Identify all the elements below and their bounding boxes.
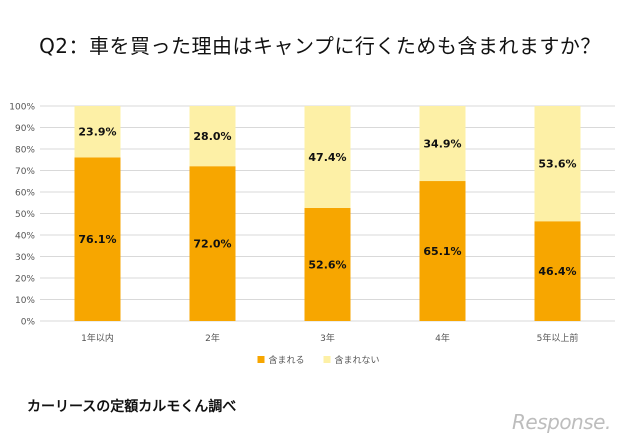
bar-segment	[534, 221, 581, 321]
bar-segment	[304, 106, 351, 208]
chart-title: Q2：車を買った理由はキャンプに行くためも含まれますか？	[39, 34, 601, 58]
legend-label: 含まれない	[335, 354, 380, 366]
data-label: 72.0%	[193, 238, 231, 251]
y-tick-label: 10%	[15, 296, 35, 306]
y-tick-label: 90%	[15, 124, 35, 134]
x-tick-label: 4年	[435, 332, 450, 344]
legend-swatch	[323, 356, 331, 363]
y-tick-label: 100%	[9, 103, 35, 113]
y-tick-label: 20%	[15, 275, 35, 285]
bar-segment	[189, 166, 236, 321]
data-label: 47.4%	[308, 151, 346, 164]
data-label: 28.0%	[193, 130, 231, 143]
bar-segment	[74, 157, 121, 321]
bar-segment	[74, 106, 121, 158]
data-label: 52.6%	[308, 258, 346, 271]
legend-swatch	[257, 356, 265, 363]
y-tick-label: 50%	[15, 210, 35, 220]
y-tick-label: 40%	[15, 232, 35, 242]
x-tick-label: 2年	[205, 332, 220, 344]
x-tick-label: 5年以上前	[537, 332, 579, 344]
data-label: 34.9%	[423, 138, 461, 151]
x-tick-label: 3年	[320, 332, 335, 344]
x-tick-label: 1年以内	[81, 332, 114, 344]
watermark-logo: Response.	[512, 410, 611, 434]
y-tick-label: 60%	[15, 189, 35, 199]
data-label: 23.9%	[78, 126, 116, 139]
data-label: 65.1%	[423, 245, 461, 258]
data-label: 46.4%	[538, 265, 576, 278]
source-note: カーリースの定額カルモくん調べ	[27, 399, 237, 415]
y-tick-label: 30%	[15, 253, 35, 263]
bar-segment	[304, 207, 351, 321]
y-tick-label: 70%	[15, 167, 35, 177]
bar-segment	[419, 106, 466, 182]
bar-segment	[419, 181, 466, 321]
legend-label: 含まれる	[269, 354, 305, 366]
y-tick-label: 0%	[21, 318, 36, 328]
bar-segment	[534, 106, 581, 222]
data-label: 76.1%	[78, 233, 116, 246]
bar-segment	[189, 106, 236, 167]
data-label: 53.6%	[538, 158, 576, 171]
y-tick-label: 80%	[15, 146, 35, 156]
